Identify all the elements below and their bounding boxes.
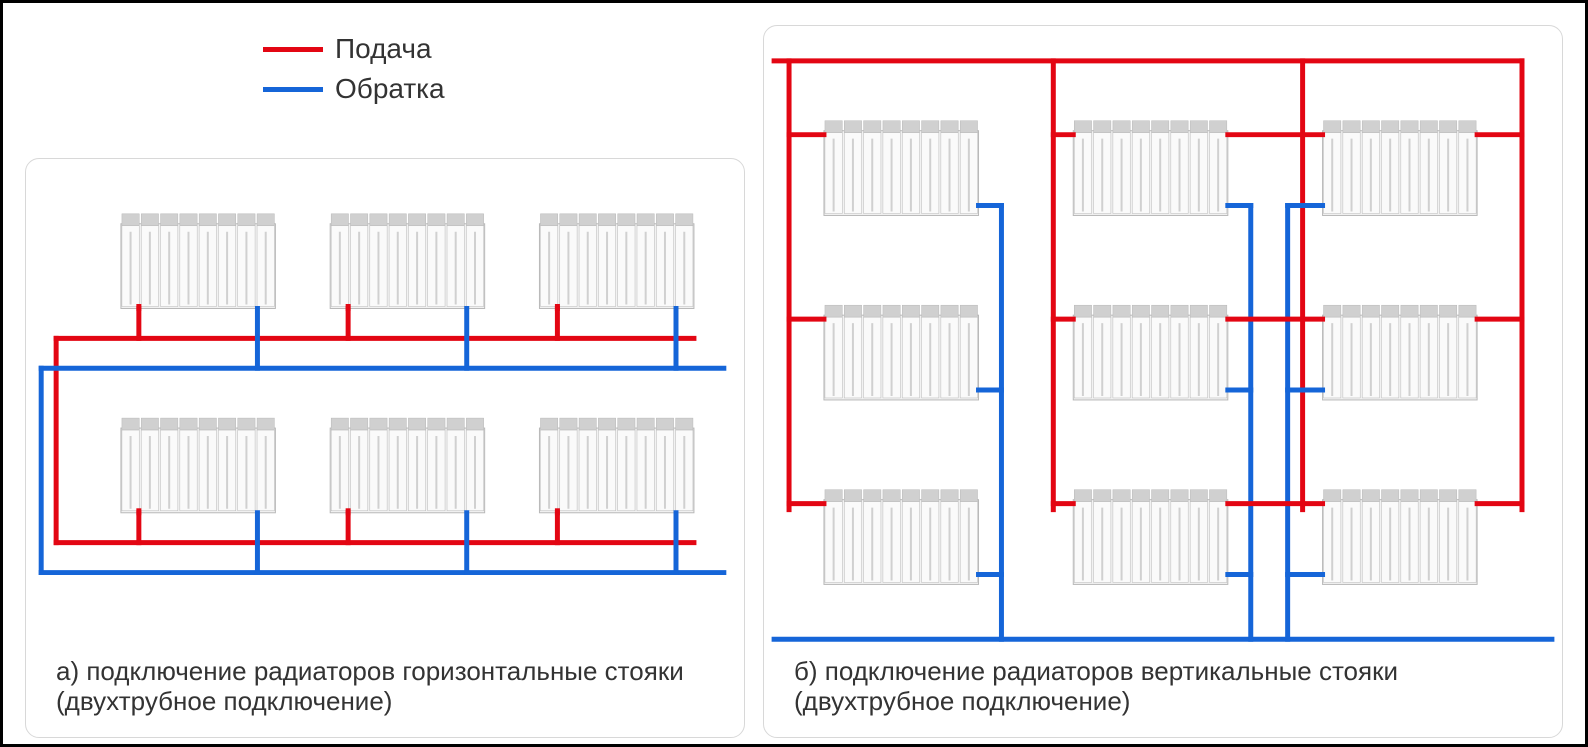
legend-row-return: Обратка	[263, 73, 445, 105]
legend-swatch-return	[263, 87, 323, 92]
diagram-vertical	[764, 26, 1562, 737]
legend-row-supply: Подача	[263, 33, 445, 65]
caption-b: б) подключение радиаторов вертикальные с…	[794, 657, 1532, 717]
legend: Подача Обратка	[263, 33, 445, 113]
legend-swatch-supply	[263, 47, 323, 52]
panel-vertical: б) подключение радиаторов вертикальные с…	[763, 25, 1563, 738]
legend-label-supply: Подача	[335, 33, 432, 65]
panel-horizontal: а) подключение радиаторов горизонтальные…	[25, 158, 745, 738]
diagram-horizontal	[26, 159, 744, 737]
caption-a: а) подключение радиаторов горизонтальные…	[56, 657, 714, 717]
legend-label-return: Обратка	[335, 73, 445, 105]
